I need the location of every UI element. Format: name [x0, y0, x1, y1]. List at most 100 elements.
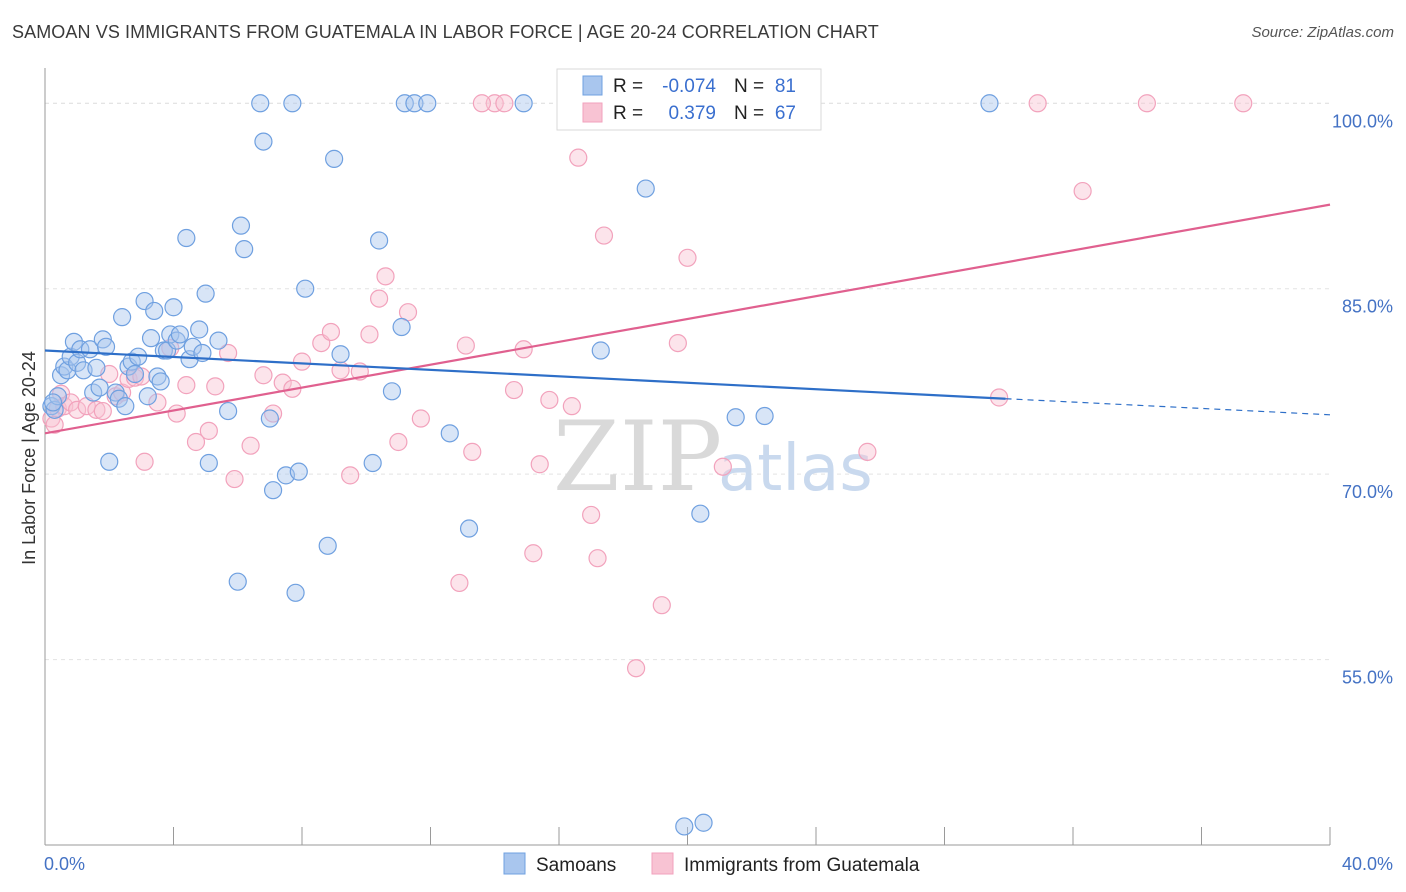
samoan-point: [170, 325, 190, 344]
watermark-atlas: atlas: [718, 432, 873, 506]
guatemala-point: [463, 442, 482, 461]
samoan-point: [96, 337, 116, 356]
samoan-point: [148, 367, 167, 386]
samoan-point: [325, 149, 344, 168]
legend-n-label-samoans: N =: [734, 76, 764, 97]
samoan-point: [116, 397, 135, 416]
watermark: ZIP atlas: [553, 401, 873, 513]
guatemala-point: [858, 442, 877, 461]
guatemala-point: [626, 659, 646, 678]
guatemala-point: [530, 455, 549, 474]
axes: [44, 68, 1331, 846]
guatemala-point: [540, 390, 559, 410]
samoan-point: [514, 94, 533, 113]
guatemala-point: [1137, 94, 1156, 113]
source-label: Source: ZipAtlas.com: [1251, 24, 1394, 41]
y-tick-label: 85.0%: [1342, 297, 1393, 317]
samoan-point: [395, 94, 414, 113]
samoan-point: [183, 337, 202, 356]
legend-swatch-samoans: [582, 75, 603, 96]
samoan-point: [755, 406, 774, 426]
guatemala-point: [292, 352, 312, 371]
watermark-zip: ZIP: [553, 401, 722, 513]
y-tick-label: 70.0%: [1342, 482, 1393, 502]
legend-r-label-guatemala: R =: [613, 103, 643, 124]
samoan-point: [58, 361, 77, 380]
samoan-point: [440, 424, 459, 443]
samoan-point: [318, 536, 337, 555]
y-axis-title: In Labor Force | Age 20-24: [19, 351, 39, 565]
guatemala-point: [1028, 94, 1047, 113]
guatemala-point: [199, 421, 218, 440]
legend-n-value-guatemala: 67: [775, 103, 796, 124]
samoan-point: [331, 345, 350, 364]
samoan-point: [177, 228, 196, 248]
guatemala-point: [93, 401, 112, 421]
samoan-point: [363, 453, 382, 473]
guatemala-point: [321, 322, 341, 342]
samoan-point: [235, 240, 254, 259]
samoan-point: [405, 94, 424, 113]
chart-title: SAMOAN VS IMMIGRANTS FROM GUATEMALA IN L…: [12, 22, 879, 42]
legend-swatch-guatemala: [582, 102, 603, 123]
y-tick-label: 100.0%: [1332, 111, 1393, 131]
guatemala-point: [450, 573, 469, 593]
guatemala-point: [360, 325, 379, 344]
samoan-point: [43, 393, 63, 412]
y-tick-label: 55.0%: [1342, 668, 1393, 688]
guatemala-point: [472, 94, 491, 113]
guatemala-point: [668, 333, 687, 353]
guatemala-point: [678, 248, 697, 267]
samoan-point: [209, 331, 228, 350]
samoan-point: [196, 284, 215, 303]
x-tick-label: 40.0%: [1342, 854, 1393, 874]
guatemala-point: [569, 148, 588, 167]
samoan-point: [228, 572, 247, 591]
bottom-legend-swatch-guatemala: [651, 852, 674, 875]
guatemala-point: [341, 466, 360, 485]
samoan-point: [87, 358, 106, 377]
samoan-point: [199, 453, 218, 473]
legend-n-label-guatemala: N =: [734, 103, 764, 124]
samoan-point: [691, 504, 710, 523]
guatemala-point: [68, 400, 87, 419]
guatemala-point: [177, 376, 196, 395]
samoan-point: [726, 408, 745, 427]
samoan-point: [254, 132, 273, 151]
samoan-point: [675, 817, 694, 836]
samoan-point: [694, 813, 713, 832]
samoan-point: [109, 389, 128, 408]
samoan-point: [459, 519, 479, 538]
samoan-point: [45, 400, 64, 419]
samoan-point: [190, 320, 209, 339]
samoan-point: [370, 231, 389, 250]
samoan-point: [296, 279, 315, 298]
guatemala-point: [562, 397, 581, 416]
samoan-point: [591, 341, 610, 360]
samoan-point: [141, 329, 161, 348]
samoan-point: [231, 216, 251, 235]
guatemala-point: [263, 404, 283, 423]
samoan-trend-line: [44, 349, 1006, 400]
guatemala-point: [524, 544, 543, 563]
guatemala-point: [456, 336, 475, 355]
samoan-point: [100, 452, 119, 471]
tick-labels: 100.0% 85.0% 70.0% 55.0% 0.0% 40.0%: [44, 111, 1393, 874]
samoan-point: [251, 94, 270, 113]
samoan-point: [64, 332, 84, 351]
legend-r-value-guatemala: 0.379: [668, 103, 716, 124]
samoan-point: [283, 94, 302, 113]
guatemala-point: [652, 596, 671, 615]
samoan-point: [129, 347, 148, 366]
guatemala-point: [1234, 94, 1253, 113]
legend-box: R = -0.074 N = 81 R = 0.379 N = 67: [556, 68, 822, 131]
samoan-point: [260, 409, 279, 428]
guatemala-point: [167, 404, 186, 423]
samoan-point: [68, 353, 87, 372]
samoan-point: [135, 291, 154, 311]
trend-lines: [44, 203, 1331, 435]
guatemala-point: [594, 226, 614, 245]
bottom-legend-swatch-samoans: [503, 852, 526, 875]
guatemala-point: [504, 380, 524, 400]
